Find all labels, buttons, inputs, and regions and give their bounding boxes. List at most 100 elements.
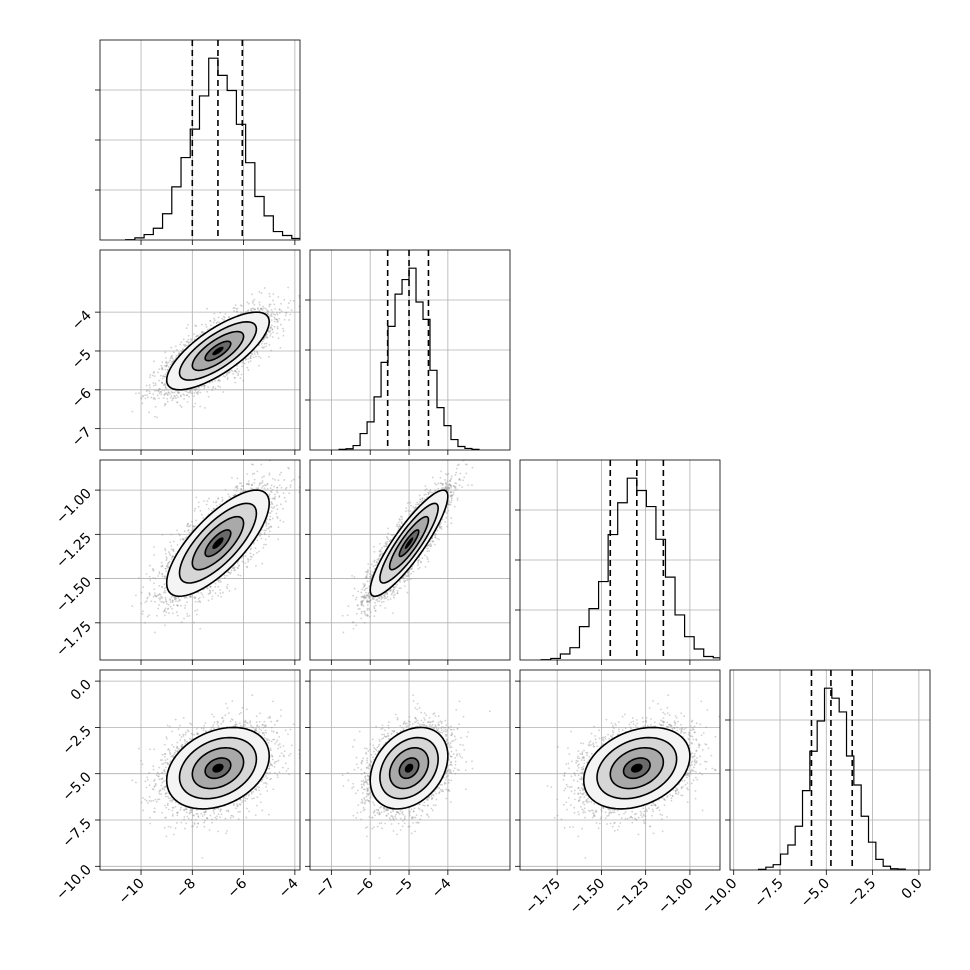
scatter-point [193,597,196,600]
scatter-point [252,300,254,302]
scatter-point [212,385,215,388]
scatter-point [283,318,286,321]
scatter-point [167,566,169,569]
scatter-point [234,377,236,379]
scatter-point [249,360,252,363]
scatter-point [234,494,237,496]
scatter-point [232,307,235,310]
scatter-point [206,390,209,393]
scatter-point [301,298,303,300]
density-2-0 [131,460,300,634]
scatter-point [251,352,254,355]
scatter-point [163,404,166,407]
scatter-point [166,394,169,396]
scatter-point [161,382,164,385]
scatter-point [152,393,155,396]
scatter-point [240,373,243,376]
scatter-point [257,487,259,490]
scatter-point [163,375,166,378]
scatter-point [268,330,271,333]
density-1-0 [131,286,303,419]
scatter-point [157,389,160,392]
scatter-point [253,478,256,481]
scatter-point [268,292,271,295]
scatter-point [185,390,187,393]
scatter-point [225,374,228,376]
scatter-point [280,302,282,305]
scatter-point [170,395,173,398]
scatter-point [269,330,271,332]
scatter-point [221,317,224,320]
scatter-point [163,383,166,386]
scatter-point [140,602,143,605]
scatter-point [148,376,151,379]
scatter-point [165,364,168,367]
panel-1-0: −7−6−5−4 [69,249,303,455]
scatter-point [202,517,205,519]
scatter-point [208,381,211,384]
scatter-point [146,597,148,600]
scatter-point [267,330,270,333]
scatter-point [198,388,201,391]
scatter-point [235,307,238,310]
scatter-point [289,313,292,316]
panel-0-0 [95,39,301,245]
scatter-point [152,595,155,598]
scatter-point [284,314,287,317]
scatter-point [153,588,156,591]
y-tick-label: −5 [69,346,95,372]
scatter-point [266,518,269,520]
scatter-point [265,345,267,348]
scatter-point [282,334,285,337]
scatter-point [266,310,269,312]
scatter-point [264,335,267,338]
scatter-point [186,400,189,403]
scatter-point [274,318,276,321]
scatter-point [226,378,229,381]
scatter-point [188,614,191,617]
scatter-point [270,506,273,509]
scatter-point [167,391,170,394]
scatter-point [263,307,265,310]
scatter-point [274,308,277,310]
scatter-point [277,320,280,322]
scatter-point [203,385,206,388]
scatter-point [165,565,168,568]
scatter-point [233,370,236,372]
scatter-point [152,371,155,374]
scatter-point [197,505,200,508]
scatter-point [253,308,256,311]
scatter-point [164,402,166,405]
scatter-point [163,587,166,590]
scatter-point [140,396,143,399]
scatter-point [209,586,212,589]
scatter-point [189,391,192,394]
scatter-point [161,368,164,371]
scatter-point [217,579,220,581]
scatter-point [274,479,277,481]
scatter-point [193,395,196,398]
scatter-point [176,604,178,607]
y-tick-label: −7 [69,424,95,450]
scatter-point [239,377,242,379]
scatter-point [174,598,177,601]
scatter-point [203,387,206,390]
scatter-point [252,356,255,359]
scatter-point [169,601,172,604]
scatter-point [166,362,168,365]
scatter-point [161,381,164,384]
scatter-point [195,335,198,338]
scatter-point [268,355,270,358]
scatter-point [185,340,188,343]
scatter-point [249,354,252,357]
scatter-point [186,340,189,343]
scatter-point [184,597,186,599]
scatter-point [262,305,264,308]
scatter-point [154,595,157,598]
scatter-point [135,392,137,395]
scatter-point [157,575,159,577]
scatter-point [193,388,196,391]
scatter-point [190,388,193,391]
scatter-point [290,480,293,482]
